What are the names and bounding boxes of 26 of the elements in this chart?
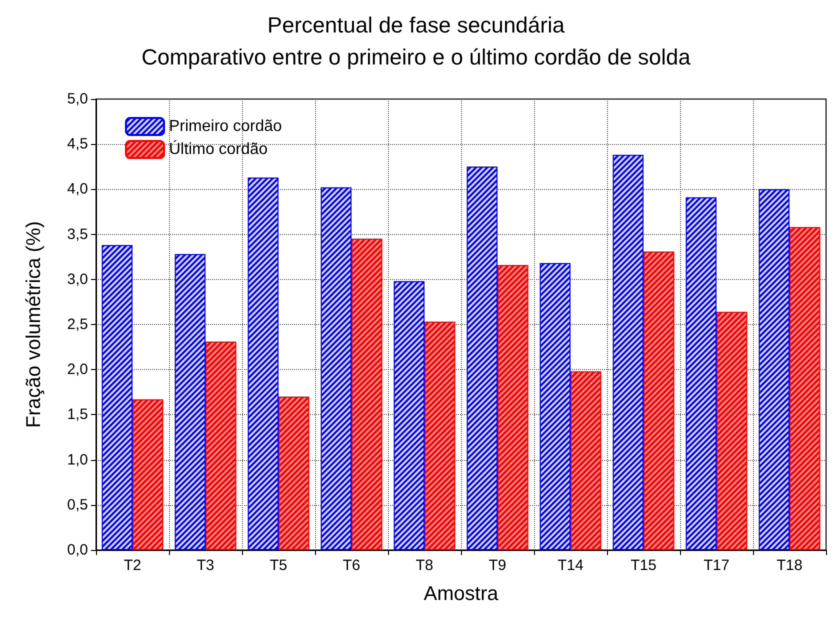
x-tick-label: T14 [558,557,584,574]
y-tick-label: 2,5 [67,316,88,333]
y-tick-label: 1,0 [67,451,88,468]
y-tick-label: 4,0 [67,180,88,198]
x-tick-label: T17 [704,557,730,574]
y-tick-label: 3,5 [67,226,88,243]
legend-label: Último cordão [169,140,268,158]
y-tick-label: 2,0 [67,361,88,378]
x-axis-title: Amostra [424,583,500,605]
y-tick-label: 0,5 [67,496,88,514]
y-tick-label: 4,5 [67,136,88,153]
x-tick-label: T18 [776,557,802,574]
x-tick-label: T6 [342,557,360,574]
x-tick-label: T2 [124,557,142,574]
y-tick-label: 3,0 [67,270,88,288]
x-tick-label: T3 [196,557,214,574]
x-tick-label: T8 [416,557,434,574]
y-axis-title: Fração volumétrica (%) [23,221,45,428]
chart-title: Percentual de fase secundária Comparativo entre o primeiro e o último cordão de solda [141,12,692,70]
y-tick-label: 1,5 [67,406,88,424]
x-tick-label: T5 [270,557,288,574]
x-tick-label: T9 [488,557,506,574]
y-tick-label: 0,0 [67,542,88,558]
legend-label: Primeiro cordão [169,118,282,135]
x-tick-label: T15 [630,557,656,574]
y-tick-label: 5,0 [67,90,88,108]
